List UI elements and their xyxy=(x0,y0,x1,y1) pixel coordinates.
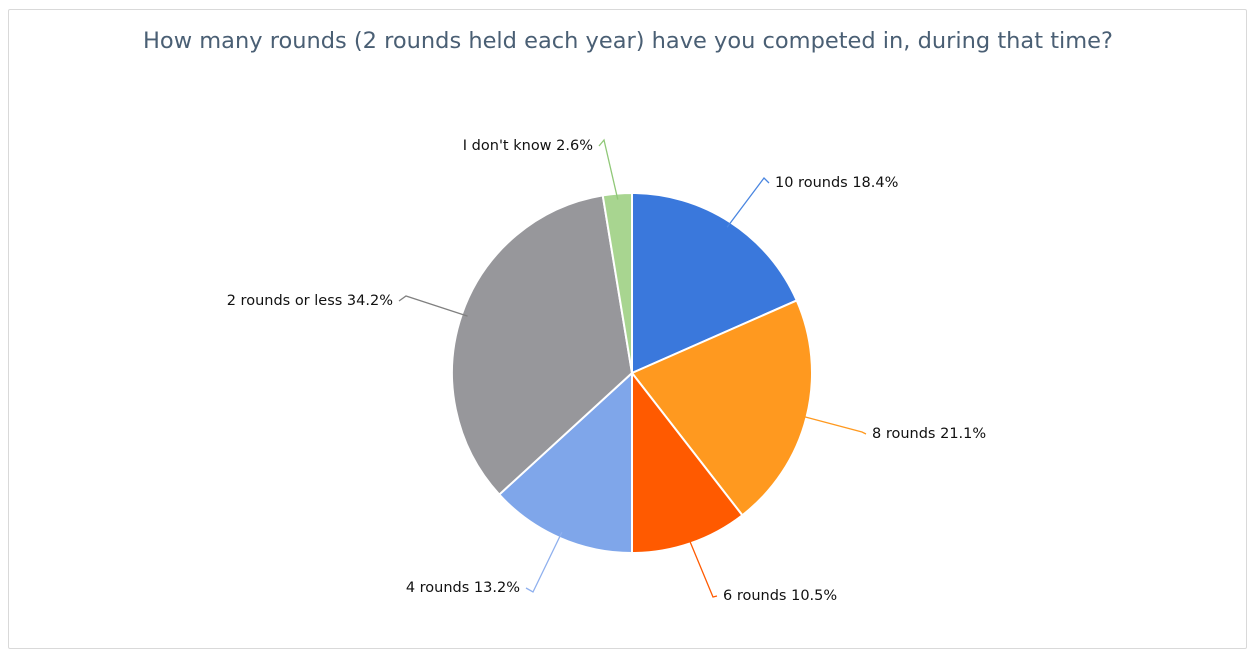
leader-line-0 xyxy=(726,177,770,228)
leader-line-2 xyxy=(687,537,718,598)
pie-slice-5[interactable] xyxy=(601,191,633,374)
slice-label-1: 8 rounds 21.1% xyxy=(872,426,986,442)
leader-line-1 xyxy=(800,415,867,435)
slice-label-4: 2 rounds or less 34.2% xyxy=(227,293,393,309)
leader-line-4 xyxy=(398,295,468,317)
pie-chart: 10 rounds 18.4% 8 rounds 21.1% 6 rounds 10… xyxy=(227,138,986,604)
slice-label-5: I don't know 2.6% xyxy=(463,138,593,154)
leader-line-5 xyxy=(598,138,619,200)
slice-label-2: 6 rounds 10.5% xyxy=(723,588,837,604)
slice-label-3: 4 rounds 13.2% xyxy=(406,580,520,596)
chart-title: How many rounds (2 rounds held each year… xyxy=(143,28,1113,54)
slice-label-0: 10 rounds 18.4% xyxy=(775,175,898,191)
leader-line-3 xyxy=(525,531,563,593)
